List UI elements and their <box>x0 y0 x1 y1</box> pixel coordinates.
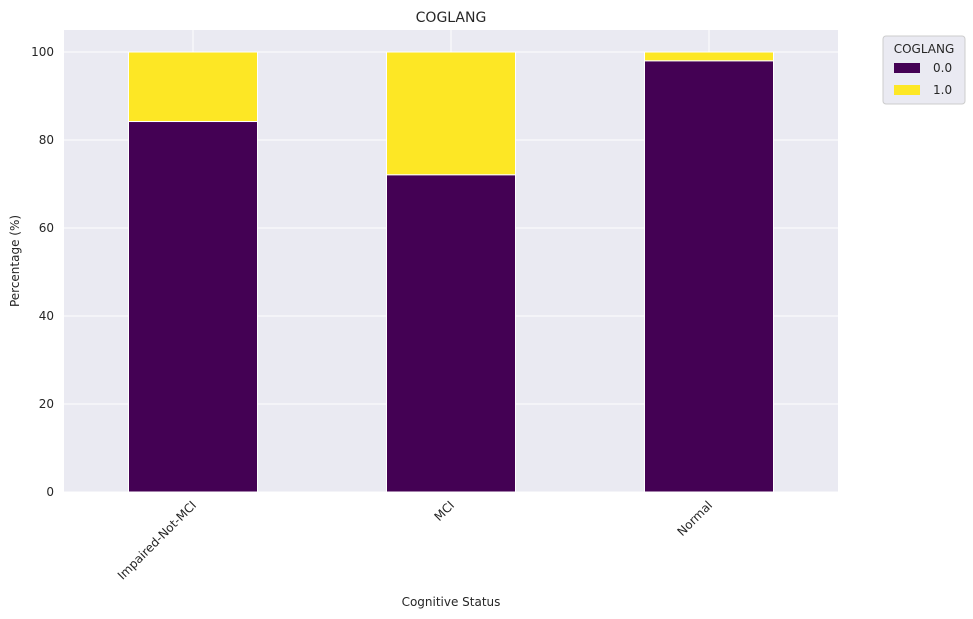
bar-normal-series-1-0 <box>644 51 774 62</box>
y-tick-label: 60 <box>39 221 54 235</box>
y-tick-label: 80 <box>39 133 54 147</box>
x-axis-ticks: Impaired-Not-MCI MCI Normal <box>115 498 715 582</box>
bar-impaired-not-mci-series-0-0 <box>128 121 258 493</box>
x-axis-label: Cognitive Status <box>402 595 501 609</box>
legend-swatch <box>894 85 920 95</box>
x-tick-label: Impaired-Not-MCI <box>115 498 199 582</box>
bar-mci-series-1-0 <box>386 51 516 176</box>
legend-item-label: 1.0 <box>933 83 952 97</box>
legend-title: COGLANG <box>894 42 955 56</box>
y-tick-label: 0 <box>46 485 54 499</box>
bar-impaired-not-mci-series-1-0 <box>128 51 258 123</box>
y-axis-ticks: 0 20 40 60 80 100 <box>31 45 54 499</box>
bar-mci-series-0-0 <box>386 174 516 493</box>
legend-item-label: 0.0 <box>933 61 952 75</box>
bars <box>128 51 774 493</box>
y-tick-label: 100 <box>31 45 54 59</box>
legend-swatch <box>894 63 920 73</box>
chart-title: COGLANG <box>416 10 487 26</box>
y-tick-label: 40 <box>39 309 54 323</box>
legend: COGLANG 0.0 1.0 <box>882 35 966 105</box>
y-axis-label: Percentage (%) <box>8 215 22 307</box>
x-tick-label: Normal <box>675 498 716 539</box>
bar-normal-series-0-0 <box>644 60 774 493</box>
x-tick-label: MCI <box>431 498 457 524</box>
y-tick-label: 20 <box>39 397 54 411</box>
